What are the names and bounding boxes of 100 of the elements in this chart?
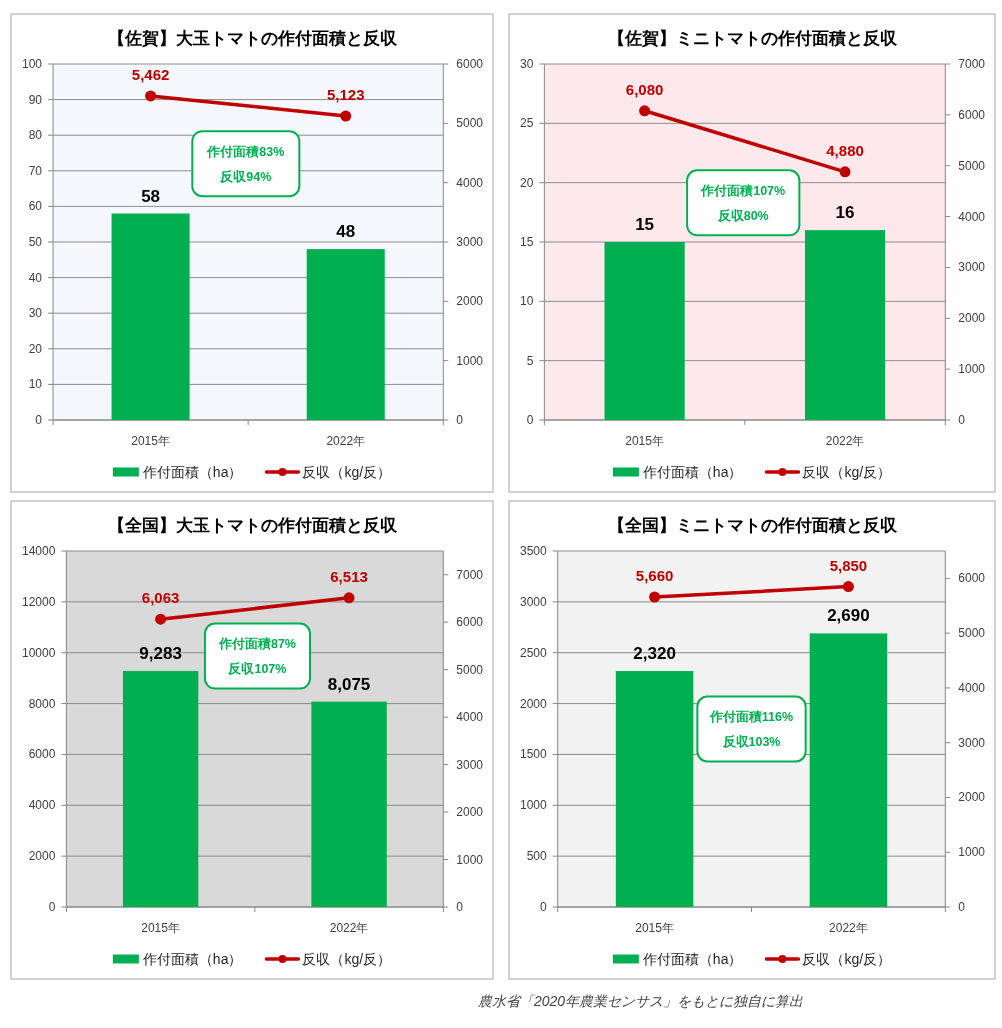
x-tick-label: 2015年: [625, 434, 664, 448]
y-tick-label: 2000: [520, 696, 548, 711]
legend-label: 反収（kg/反）: [302, 464, 392, 480]
data-label: 2,320: [633, 644, 676, 664]
y2-tick-label: 4000: [456, 175, 484, 190]
y2-tick-label: 0: [456, 900, 464, 914]
y-tick-label: 10: [520, 294, 534, 309]
y-tick-label: 6000: [28, 747, 56, 762]
y-tick-label: 3500: [520, 544, 548, 558]
legend-label: 作付面積（ha）: [641, 464, 743, 480]
y2-tick-label: 4000: [456, 710, 484, 725]
x-tick-label: 2015年: [635, 921, 674, 935]
y2-tick-label: 5000: [456, 662, 484, 677]
y2-tick-label: 5000: [958, 626, 986, 641]
y-tick-label: 15: [520, 235, 534, 249]
y-tick-label: 30: [520, 57, 534, 71]
y-tick-label: 0: [35, 413, 43, 427]
y-tick-label: 500: [526, 849, 548, 864]
y2-tick-label: 6000: [456, 57, 484, 71]
text: 農水省「2020年農業センサス」をもとに独自に算出: [478, 993, 804, 1009]
y2-tick-label: 0: [958, 413, 966, 427]
data-label: 5,123: [326, 86, 365, 104]
y-tick-label: 60: [28, 199, 43, 214]
y2-tick-label: 6000: [958, 571, 986, 586]
y2-tick-label: 1000: [958, 845, 986, 860]
y2-tick-label: 4000: [958, 680, 986, 695]
data-label: 5,660: [635, 567, 674, 585]
y-tick-label: 80: [28, 128, 43, 143]
y-tick-label: 20: [520, 175, 534, 190]
y2-tick-label: 1000: [958, 362, 986, 377]
y-tick-label: 50: [28, 235, 43, 249]
legend-label: 反収（kg/反）: [302, 951, 392, 967]
y2-tick-label: 2000: [456, 294, 484, 309]
y-tick-label: 40: [28, 270, 43, 285]
y-tick-label: 70: [28, 163, 43, 178]
x-tick-label: 2015年: [131, 434, 170, 448]
x-tick-label: 2022年: [326, 434, 366, 448]
data-label: 6,063: [141, 589, 180, 607]
legend-label: 作付面積（ha）: [141, 464, 243, 480]
x-tick-label: 2022年: [825, 434, 865, 448]
data-label: 6,080: [625, 80, 664, 98]
y-tick-label: 2500: [520, 645, 548, 660]
data-label: 4,880: [826, 141, 864, 159]
y2-tick-label: 3000: [456, 757, 484, 772]
y2-tick-label: 2000: [456, 805, 484, 820]
annotation: 作付面積87% 反収107%: [217, 637, 296, 677]
x-tick-label: 2015年: [141, 921, 180, 935]
y2-tick-label: 7000: [958, 57, 986, 71]
y2-tick-label: 6000: [958, 107, 986, 122]
data-label: 48: [336, 222, 356, 242]
annotation: 作付面積116% 反収103%: [708, 710, 794, 749]
data-label: 2,690: [827, 606, 870, 626]
y-tick-label: 1000: [520, 798, 548, 813]
y-tick-label: 0: [540, 900, 548, 914]
chart-title: 【全国】ミニトマトの作付面積と反収: [607, 516, 898, 535]
y-tick-label: 1500: [520, 747, 548, 762]
data-label: 8,075: [327, 674, 371, 694]
data-label: 6,513: [330, 567, 368, 585]
y-tick-label: 0: [48, 900, 56, 914]
y2-tick-label: 3000: [958, 260, 986, 275]
legend-label: 反収（kg/反）: [802, 951, 892, 967]
y2-tick-label: 7000: [456, 567, 484, 582]
y-tick-label: 14000: [22, 544, 56, 558]
y2-tick-label: 5000: [456, 116, 484, 131]
y2-tick-label: 4000: [958, 209, 986, 224]
x-tick-label: 2022年: [829, 921, 868, 935]
y-tick-label: 2000: [28, 849, 56, 864]
chart-title: 【全国】大玉トマトの作付面積と反収: [107, 516, 398, 535]
data-label: 15: [635, 215, 655, 234]
chart-title: 【佐賀】大玉トマトの作付面積と反収: [107, 29, 398, 48]
y-tick-label: 20: [28, 341, 43, 356]
y-tick-label: 90: [28, 92, 43, 107]
y-tick-label: 4000: [28, 798, 56, 813]
y2-tick-label: 5000: [958, 158, 986, 173]
y2-tick-label: 1000: [456, 852, 484, 867]
y2-tick-label: 0: [456, 413, 464, 427]
y-tick-label: 0: [526, 413, 534, 427]
data-label: 5,462: [131, 65, 170, 83]
y2-tick-label: 6000: [456, 615, 484, 630]
annotation: 作付面積83% 反収94%: [206, 144, 285, 184]
y-tick-label: 12000: [22, 594, 56, 609]
y2-tick-label: 3000: [958, 735, 986, 750]
x-tick-label: 2022年: [329, 921, 369, 935]
y-tick-label: 10000: [22, 645, 56, 660]
y-tick-label: 100: [22, 57, 43, 71]
y-tick-label: 5: [526, 353, 534, 368]
data-label: 58: [141, 186, 161, 206]
y-tick-label: 3000: [520, 594, 548, 609]
y2-tick-label: 2000: [958, 311, 986, 326]
y-tick-label: 8000: [28, 696, 56, 711]
data-label: 9,283: [139, 643, 182, 663]
y2-tick-label: 2000: [958, 790, 986, 805]
y-tick-label: 25: [520, 116, 534, 131]
y-tick-label: 10: [28, 377, 43, 392]
annotation: 作付面積107% 反収80%: [700, 183, 786, 223]
data-label: 5,850: [829, 556, 868, 574]
legend-label: 作付面積（ha）: [641, 951, 743, 967]
y2-tick-label: 1000: [456, 353, 484, 368]
legend-label: 作付面積（ha）: [141, 951, 243, 967]
y2-tick-label: 0: [958, 900, 966, 914]
